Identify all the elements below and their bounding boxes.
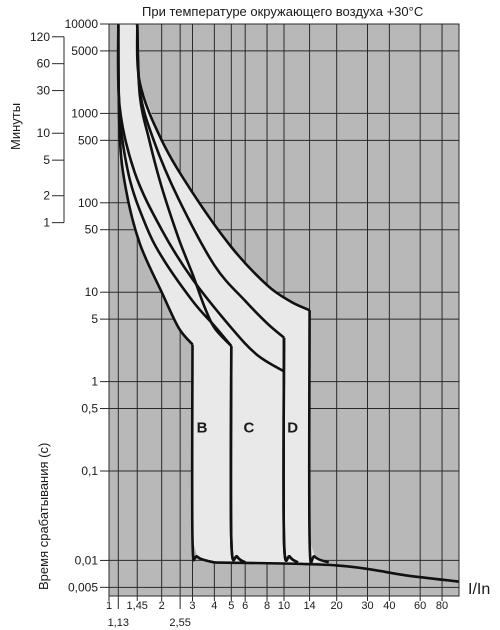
chart-title: При температуре окружающего воздуха +30°… xyxy=(142,4,423,19)
x-tick-label: 4 xyxy=(211,600,217,612)
y-tick-label: 1 xyxy=(91,375,98,389)
y-tick-label: 1000 xyxy=(71,106,98,120)
curve-c-lower-drop xyxy=(229,345,246,564)
y-tick-label: 10000 xyxy=(65,17,99,31)
y-tick-label: 5000 xyxy=(71,44,98,58)
series-label-c: C xyxy=(243,419,254,436)
curve-b-lower-drop xyxy=(190,344,215,564)
x-tick-label: 8 xyxy=(264,600,270,612)
x-tick-label: 20 xyxy=(331,600,343,612)
y-tick-label: 0,005 xyxy=(68,580,98,594)
minutes-tick-label: 60 xyxy=(37,57,51,71)
y-tick-label: 5 xyxy=(91,312,98,326)
x-tick-label: 5 xyxy=(228,600,234,612)
x-axis-label: I/In xyxy=(468,581,490,598)
curve-d-lower-drop xyxy=(282,337,299,564)
x-tick-label: 60 xyxy=(414,600,426,612)
y-tick-label: 50 xyxy=(85,223,99,237)
minutes-tick-label: 10 xyxy=(37,126,51,140)
curve-d-upper xyxy=(135,24,311,312)
x-tick-label: 10 xyxy=(278,600,290,612)
x-tick-label: 6 xyxy=(242,600,248,612)
y-tick-label: 0,1 xyxy=(81,464,98,478)
minutes-tick-label: 2 xyxy=(43,189,50,203)
curve-common-tail xyxy=(214,561,459,583)
x-tick-label: 14 xyxy=(303,600,315,612)
series-label-d: D xyxy=(287,419,298,436)
y-ticks-seconds: 10000 5000 1000 500 100 50 10 5 1 0,5 0,1 0,01 0,005 xyxy=(65,17,109,594)
minutes-tick-label: 5 xyxy=(43,153,50,167)
y-tick-label: 0,01 xyxy=(75,553,99,567)
x-tick-label: 2 xyxy=(159,600,165,612)
y-axis-label: Время срабатывания (с) xyxy=(36,443,51,590)
minutes-tick-label: 120 xyxy=(30,30,50,44)
curve-c-upper xyxy=(135,24,285,339)
y-ticks-minutes: 120 60 30 10 5 2 1 xyxy=(30,30,65,230)
curve-d-upper-drop xyxy=(307,310,330,564)
series-labels: B C D xyxy=(197,419,299,436)
x-tick-label: 2,55 xyxy=(169,617,190,629)
x-tick-label: 1 xyxy=(106,600,112,612)
y-tick-label: 10 xyxy=(85,285,99,299)
x-ticks: 1 1,13 1,45 2 2,55 3 4 5 6 8 10 14 20 30 40 60 80 xyxy=(106,596,448,629)
x-tick-label: 3 xyxy=(189,600,195,612)
y-tick-label: 100 xyxy=(78,196,98,210)
y-axis-label-minutes: Минуты xyxy=(8,103,23,150)
x-tick-label: 1,13 xyxy=(108,617,129,629)
minutes-tick-label: 30 xyxy=(37,84,51,98)
series-label-b: B xyxy=(197,419,208,436)
minutes-tick-label: 1 xyxy=(43,216,50,230)
y-tick-label: 0,5 xyxy=(81,402,98,416)
y-tick-label: 500 xyxy=(78,133,98,147)
curve-d-lower xyxy=(116,24,285,373)
x-tick-label: 80 xyxy=(436,600,448,612)
x-tick-label: 40 xyxy=(383,600,395,612)
x-tick-label: 1,45 xyxy=(127,600,148,612)
series-curves xyxy=(116,24,459,583)
x-tick-label: 30 xyxy=(361,600,373,612)
